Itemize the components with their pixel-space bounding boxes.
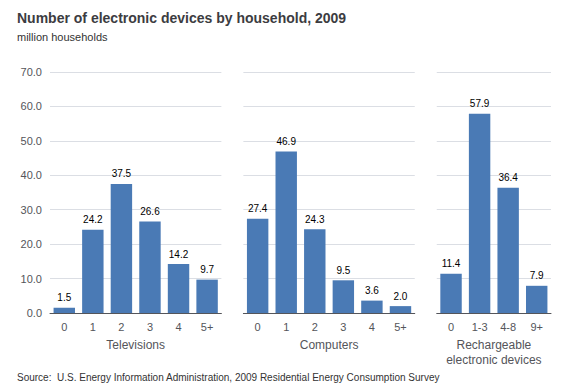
svg-text:30.0: 30.0 [21,204,42,216]
svg-text:3: 3 [340,321,346,333]
svg-text:46.9: 46.9 [276,136,296,147]
svg-text:11.4: 11.4 [442,258,461,269]
svg-text:2: 2 [118,321,124,333]
svg-text:2: 2 [312,321,318,333]
svg-text:70.0: 70.0 [21,66,42,78]
svg-text:4: 4 [369,321,375,333]
svg-text:10.0: 10.0 [21,273,42,285]
svg-text:24.3: 24.3 [305,214,325,225]
svg-text:1-3: 1-3 [472,321,488,333]
svg-text:Televisions: Televisions [106,338,165,352]
svg-text:3.6: 3.6 [365,285,379,296]
svg-text:0.0: 0.0 [27,307,42,319]
svg-text:14.2: 14.2 [169,249,189,260]
svg-text:36.4: 36.4 [498,172,518,183]
svg-text:Rechargeable: Rechargeable [457,338,532,352]
svg-text:37.5: 37.5 [112,168,132,179]
svg-text:9.7: 9.7 [200,264,214,275]
svg-text:million households: million households [17,31,108,43]
svg-text:2.0: 2.0 [394,291,408,302]
svg-text:3: 3 [147,321,153,333]
svg-text:50.0: 50.0 [21,135,42,147]
svg-text:40.0: 40.0 [21,169,42,181]
svg-text:60.0: 60.0 [21,100,42,112]
svg-text:24.2: 24.2 [83,214,103,225]
svg-text:7.9: 7.9 [530,270,544,281]
svg-text:9+: 9+ [530,321,543,333]
svg-text:4: 4 [175,321,181,333]
svg-text:1.5: 1.5 [57,292,71,303]
svg-text:0: 0 [448,321,454,333]
svg-text:Source: U.S. Energy Informati: Source: U.S. Energy Information Administ… [17,372,439,383]
svg-text:27.4: 27.4 [248,203,268,214]
svg-text:0: 0 [61,321,67,333]
svg-text:4-8: 4-8 [500,321,516,333]
svg-text:20.0: 20.0 [21,238,42,250]
svg-text:electronic devices: electronic devices [446,353,541,367]
svg-text:57.9: 57.9 [470,98,490,109]
svg-text:Number of electronic devices b: Number of electronic devices by househol… [17,10,346,26]
svg-text:26.6: 26.6 [140,206,160,217]
svg-text:5+: 5+ [394,321,407,333]
svg-text:Computers: Computers [300,338,359,352]
svg-text:0: 0 [255,321,261,333]
svg-text:5+: 5+ [201,321,214,333]
svg-text:1: 1 [283,321,289,333]
svg-text:9.5: 9.5 [336,265,350,276]
svg-text:1: 1 [90,321,96,333]
